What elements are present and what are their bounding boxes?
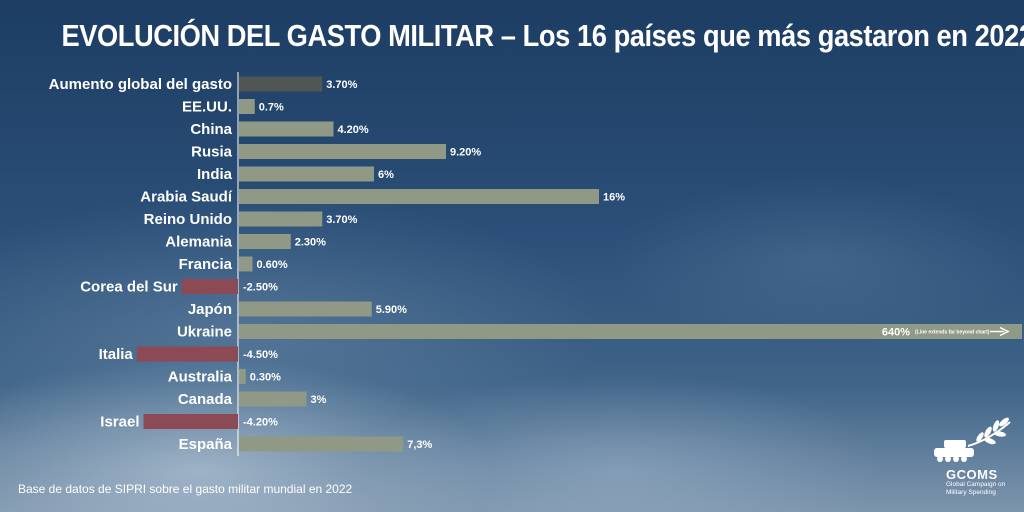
category-label-1: EE.UU. [182, 99, 232, 116]
bar-8 [239, 256, 253, 272]
value-label-16: 7,3% [407, 439, 432, 451]
bar-0 [239, 76, 323, 92]
bar-1 [239, 99, 255, 114]
bar-6 [239, 211, 323, 227]
chart-title: EVOLUCIÓN DEL GASTO MILITAR – Los 16 paí… [61, 18, 1024, 53]
bar-11 [239, 324, 1022, 339]
category-label-16: España [179, 436, 233, 453]
category-label-8: Francia [179, 256, 233, 273]
category-label-6: Reino Unido [144, 211, 232, 228]
value-label-8: 0.60% [257, 259, 288, 271]
logo-subtitle-line1: Global Campaign on [946, 481, 1006, 488]
category-label-12: Italia [99, 346, 134, 363]
value-label-13: 0.30% [250, 372, 281, 384]
value-label-11: 640% [882, 327, 910, 339]
logo-subtitle-line2: Military Spending [946, 489, 996, 496]
bar-7 [239, 234, 291, 249]
value-label-15: -4.20% [243, 417, 278, 429]
category-label-10: Japón [188, 301, 232, 318]
bar-16 [239, 436, 404, 452]
value-label-2: 4.20% [338, 124, 369, 136]
value-label-6: 3.70% [326, 214, 357, 226]
source-note: Base de datos de SIPRI sobre el gasto mi… [18, 482, 353, 496]
value-label-1: 0.7% [259, 102, 284, 114]
value-label-9: -2.50% [243, 282, 278, 294]
category-label-5: Arabia Saudí [140, 189, 233, 206]
bar-13 [239, 369, 246, 384]
gcoms-logo-icon [934, 417, 1011, 462]
bar-2 [239, 121, 334, 137]
category-label-13: Australia [168, 369, 233, 386]
bar-5 [239, 189, 599, 204]
category-label-4: India [197, 166, 233, 183]
value-label-12: -4.50% [243, 349, 278, 361]
bar-4 [239, 166, 374, 182]
logo-name: GCOMS [946, 467, 998, 482]
bar-10 [239, 301, 372, 317]
value-label-10: 5.90% [376, 304, 407, 316]
truncation-arrow-head [999, 326, 1010, 337]
bar-12 [136, 346, 238, 362]
category-label-11: Ukraine [177, 324, 232, 341]
value-label-3: 9.20% [450, 147, 481, 159]
value-label-7: 2.30% [295, 237, 326, 249]
bar-9 [181, 279, 238, 294]
value-label-0: 3.70% [326, 79, 357, 91]
category-label-7: Alemania [165, 234, 232, 251]
category-label-0: Aumento global del gasto [49, 76, 232, 93]
bar-14 [239, 391, 307, 407]
bar-3 [239, 144, 446, 159]
category-label-3: Rusia [191, 144, 233, 161]
category-label-14: Canada [178, 391, 233, 408]
truncation-note: (Line extends far beyond chart) [915, 330, 990, 336]
category-label-2: China [190, 121, 232, 138]
value-label-4: 6% [378, 169, 394, 181]
category-label-9: Corea del Sur [80, 279, 178, 296]
value-label-5: 16% [603, 192, 625, 204]
bar-15 [143, 414, 238, 429]
category-label-15: Israel [100, 414, 139, 431]
value-label-14: 3% [311, 394, 327, 406]
